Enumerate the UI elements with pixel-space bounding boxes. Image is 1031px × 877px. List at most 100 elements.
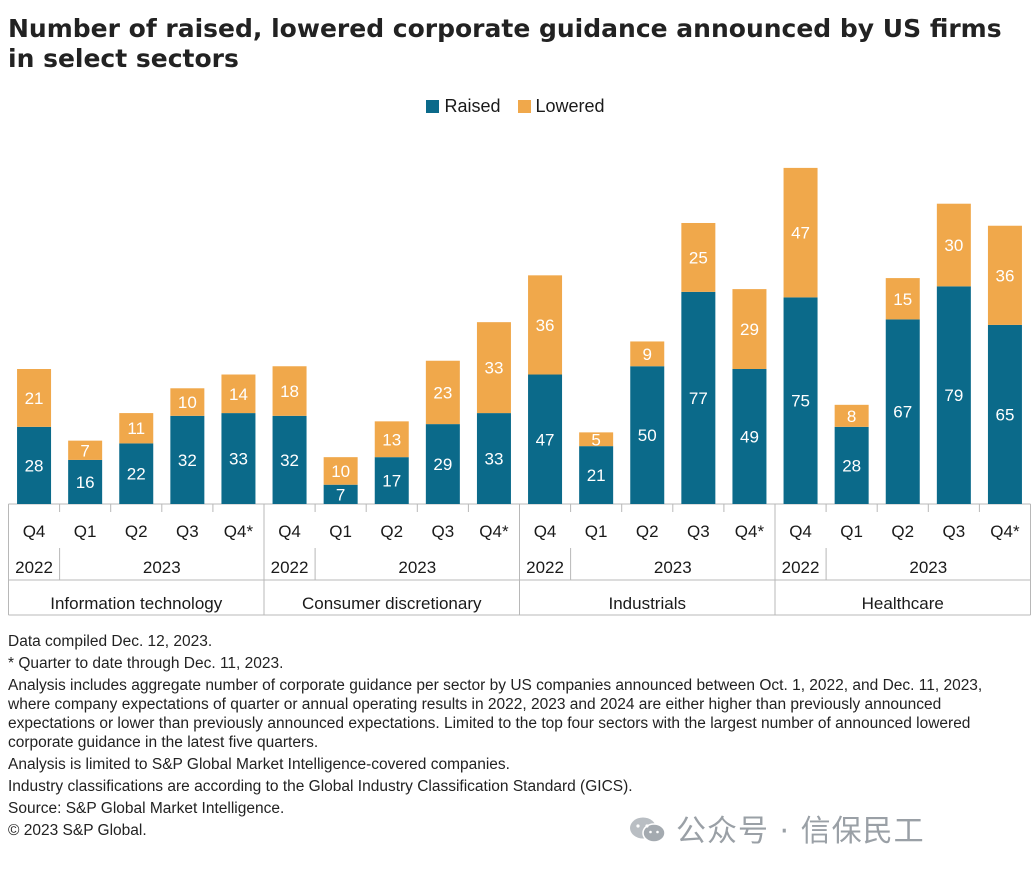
- sector-label: Consumer discretionary: [302, 594, 482, 613]
- bar-lowered-industrials-2023-q2: [630, 341, 665, 367]
- data-label-raised: 16: [76, 473, 95, 492]
- bar-lowered-consumer-discretionary-2022-q4: [272, 366, 307, 416]
- bar-raised-healthcare-2023-q2: [885, 319, 920, 504]
- data-label-lowered: 21: [25, 389, 44, 408]
- bar-raised-healthcare-2023-q1: [834, 426, 869, 504]
- note-analysis: Analysis includes aggregate number of co…: [8, 677, 983, 751]
- year-tick-label: 2023: [909, 558, 947, 577]
- quarter-tick-label: Q1: [74, 522, 97, 541]
- note-source: Source: S&P Global Market Intelligence.: [8, 800, 285, 817]
- bar-raised-information-technology-2023-q2: [119, 443, 154, 504]
- bar-lowered-industrials-2023-q4-qtd: [732, 289, 767, 370]
- year-tick-label: 2022: [526, 558, 564, 577]
- data-label-raised: 33: [484, 450, 503, 469]
- data-label-raised: 65: [995, 405, 1014, 424]
- bar-lowered-industrials-2023-q3: [681, 222, 716, 292]
- data-label-raised: 7: [336, 485, 345, 504]
- chart-notes: Data compiled Dec. 12, 2023. * Quarter t…: [8, 632, 1018, 843]
- quarter-tick-label: Q2: [636, 522, 659, 541]
- quarter-tick-label: Q2: [125, 522, 148, 541]
- data-label-lowered: 36: [536, 316, 555, 335]
- legend-swatch-raised: [426, 100, 440, 113]
- bar-lowered-healthcare-2023-q1: [834, 404, 869, 427]
- data-label-raised: 50: [638, 426, 657, 445]
- bar-raised-information-technology-2022-q4: [17, 426, 52, 504]
- data-label-raised: 47: [536, 430, 555, 449]
- year-tick-label: 2022: [15, 558, 53, 577]
- bar-raised-healthcare-2023-q4-qtd: [987, 324, 1022, 504]
- quarter-tick-label: Q4*: [479, 522, 509, 541]
- quarter-tick-label: Q4: [278, 522, 301, 541]
- data-label-lowered: 36: [995, 266, 1014, 285]
- bar-raised-industrials-2023-q2: [630, 366, 665, 504]
- year-tick-label: 2022: [271, 558, 309, 577]
- quarter-tick-label: Q3: [432, 522, 455, 541]
- data-label-raised: 32: [178, 451, 197, 470]
- legend-label-raised: Raised: [444, 96, 501, 116]
- quarter-tick-label: Q4: [23, 522, 46, 541]
- year-tick-label: 2023: [398, 558, 436, 577]
- bar-lowered-consumer-discretionary-2023-q3: [425, 360, 460, 425]
- legend-swatch-lowered: [517, 100, 531, 113]
- note-compiled: Data compiled Dec. 12, 2023.: [8, 633, 213, 650]
- data-label-lowered: 8: [847, 407, 856, 426]
- bar-raised-consumer-discretionary-2023-q2: [374, 457, 409, 504]
- bar-raised-consumer-discretionary-2023-q3: [425, 424, 460, 504]
- bar-lowered-industrials-2023-q1: [579, 432, 614, 447]
- data-label-raised: 75: [791, 392, 810, 411]
- data-label-raised: 67: [893, 403, 912, 422]
- data-label-lowered: 23: [433, 383, 452, 402]
- year-tick-label: 2023: [654, 558, 692, 577]
- bar-lowered-healthcare-2023-q4-qtd: [987, 225, 1022, 325]
- data-label-raised: 28: [842, 456, 861, 475]
- note-copyright: © 2023 S&P Global.: [8, 822, 147, 839]
- data-label-lowered: 15: [893, 290, 912, 309]
- bar-raised-information-technology-2023-q3: [170, 415, 205, 504]
- bar-lowered-healthcare-2023-q2: [885, 278, 920, 320]
- bar-raised-industrials-2023-q3: [681, 291, 716, 504]
- quarter-tick-label: Q1: [329, 522, 352, 541]
- bar-raised-industrials-2022-q4: [528, 374, 563, 504]
- quarter-tick-label: Q3: [687, 522, 710, 541]
- stacked-bar-chart: 28 21 Q4 16 7 Q1 22 11 Q2 32 10 Q3 33 14 Q4* 2022 2023 In…: [8, 167, 1031, 616]
- bar-raised-information-technology-2023-q4-qtd: [221, 413, 256, 504]
- bar-lowered-consumer-discretionary-2023-q4-qtd: [476, 322, 511, 414]
- bar-raised-healthcare-2022-q4: [783, 297, 818, 504]
- data-label-lowered: 9: [643, 345, 652, 364]
- bar-raised-healthcare-2023-q3: [936, 286, 971, 504]
- bar-lowered-consumer-discretionary-2023-q2: [374, 421, 409, 458]
- note-gics: Industry classifications are according t…: [8, 778, 633, 795]
- data-label-lowered: 10: [178, 393, 197, 412]
- data-label-raised: 32: [280, 451, 299, 470]
- data-label-raised: 29: [433, 455, 452, 474]
- bar-lowered-information-technology-2022-q4: [17, 369, 52, 427]
- data-label-lowered: 30: [944, 236, 963, 255]
- data-label-lowered: 13: [382, 430, 401, 449]
- data-label-lowered: 7: [80, 441, 89, 460]
- bar-lowered-consumer-discretionary-2023-q1: [323, 457, 358, 485]
- data-label-raised: 21: [587, 466, 606, 485]
- data-label-raised: 22: [127, 465, 146, 484]
- bar-lowered-healthcare-2022-q4: [783, 167, 818, 298]
- sector-label: Industrials: [609, 594, 686, 613]
- data-label-raised: 17: [382, 472, 401, 491]
- quarter-tick-label: Q4: [534, 522, 557, 541]
- note-coverage: Analysis is limited to S&P Global Market…: [8, 756, 510, 773]
- data-label-raised: 33: [229, 450, 248, 469]
- data-label-lowered: 47: [791, 224, 810, 243]
- quarter-tick-label: Q3: [943, 522, 966, 541]
- legend-label-lowered: Lowered: [535, 96, 605, 116]
- data-label-lowered: 10: [331, 462, 350, 481]
- watermark: 公众号 · 信保民工: [628, 806, 925, 850]
- bar-lowered-information-technology-2023-q1: [68, 440, 103, 460]
- bar-raised-information-technology-2023-q1: [68, 459, 103, 504]
- legend-item-lowered: Lowered: [517, 96, 605, 117]
- year-tick-label: 2022: [782, 558, 820, 577]
- quarter-tick-label: Q1: [840, 522, 863, 541]
- bar-raised-industrials-2023-q1: [579, 446, 614, 504]
- data-label-raised: 49: [740, 428, 759, 447]
- quarter-tick-label: Q4*: [990, 522, 1020, 541]
- bar-raised-consumer-discretionary-2022-q4: [272, 415, 307, 504]
- bar-raised-industrials-2023-q4-qtd: [732, 369, 767, 504]
- data-label-lowered: 25: [689, 248, 708, 267]
